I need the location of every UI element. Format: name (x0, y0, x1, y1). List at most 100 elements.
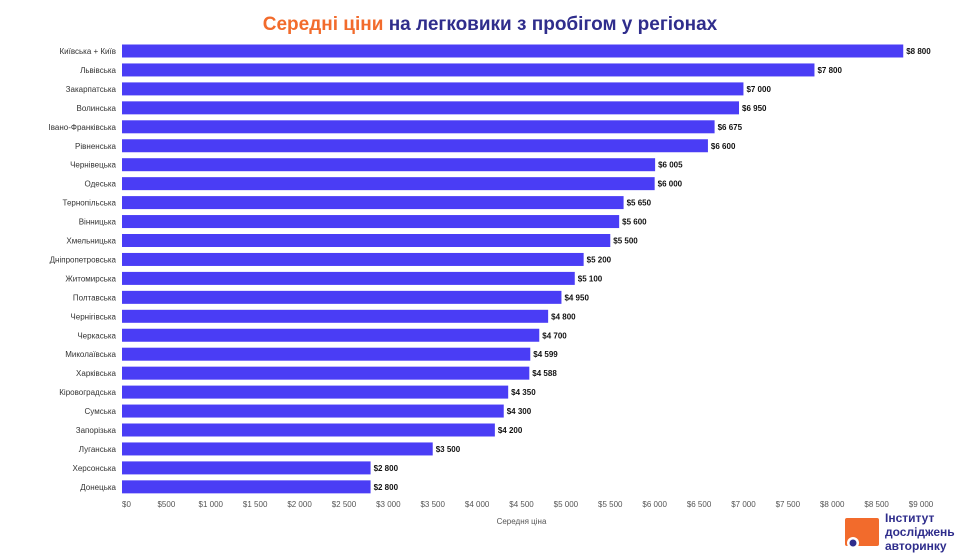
value-label: $6 600 (711, 142, 736, 151)
x-tick-label: $4 500 (509, 500, 534, 509)
category-label: Чернігівська (70, 312, 116, 321)
category-label: Тернопільська (63, 199, 117, 208)
x-tick-label: $3 500 (420, 500, 445, 509)
bar (122, 101, 740, 115)
value-label: $5 200 (587, 255, 612, 264)
x-tick-label: $2 000 (287, 500, 312, 509)
x-axis-ticks: $0 $500 $1 000 $1 500 $2 000 $2 500 $3 000 $3 5… (122, 500, 934, 509)
category-label: Херсонська (73, 464, 117, 473)
x-axis-title: Середня ціна (497, 517, 547, 526)
chart-title-accent: Середні ціни (262, 14, 384, 35)
category-label: Черкаська (77, 331, 116, 340)
x-tick-label: $9 000 (909, 500, 934, 509)
bar (122, 366, 530, 380)
value-label: $6 675 (718, 123, 743, 132)
category-label: Чернівецька (70, 161, 116, 170)
bar (122, 442, 433, 456)
bar (122, 196, 624, 210)
value-label: $5 600 (622, 218, 647, 227)
logo-line-2: досліджень (885, 525, 955, 539)
category-label: Житомирська (65, 274, 116, 283)
category-label: Дніпропетровська (50, 255, 117, 264)
value-label: $4 700 (542, 331, 567, 340)
category-label: Луганська (79, 445, 117, 454)
category-label: Запорізька (76, 426, 117, 435)
value-label: $5 100 (578, 274, 603, 283)
bar (122, 461, 371, 475)
value-label: $4 599 (533, 350, 558, 359)
bar (122, 347, 531, 361)
value-label: $7 000 (746, 85, 771, 94)
x-tick-label: $1 500 (243, 500, 268, 509)
value-label: $4 950 (564, 293, 589, 302)
value-label: $4 588 (532, 369, 557, 378)
value-label: $4 350 (511, 388, 536, 397)
value-label: $2 800 (374, 464, 399, 473)
category-label: Закарпатська (66, 85, 117, 94)
bar (122, 234, 611, 247)
category-label: Миколаївська (65, 350, 116, 359)
x-tick-label: $0 (122, 500, 131, 509)
value-label: $2 800 (374, 483, 399, 492)
category-label: Львівська (80, 66, 116, 75)
x-tick-label: $8 000 (820, 500, 845, 509)
category-label: Харківська (76, 369, 117, 378)
bar (122, 309, 549, 323)
value-label: $7 800 (817, 66, 842, 75)
category-label: Донецька (80, 483, 116, 492)
bar (122, 82, 744, 96)
category-label: Полтавська (73, 293, 117, 302)
value-label: $6 000 (658, 180, 683, 189)
x-tick-label: $2 500 (332, 500, 357, 509)
bar (122, 215, 620, 229)
bar (122, 44, 904, 58)
bars-layer: Київська + Київ $8 800 Львівська $7 800 Зака… (49, 44, 931, 494)
logo-line-1: Інститут (885, 511, 935, 525)
x-tick-label: $7 000 (731, 500, 756, 509)
x-tick-label: $500 (157, 500, 175, 509)
bar (122, 63, 815, 77)
x-tick-label: $5 000 (554, 500, 579, 509)
category-label: Сумська (85, 407, 117, 416)
value-label: $6 950 (742, 104, 767, 113)
value-label: $8 800 (906, 47, 931, 56)
bar (122, 158, 656, 172)
category-label: Рівненська (75, 142, 116, 151)
bar (122, 328, 540, 342)
chart-title-rest: на легковики з пробігом у регіонах (383, 14, 718, 35)
value-label: $3 500 (436, 445, 461, 454)
bar (122, 252, 584, 266)
x-tick-label: $5 500 (598, 500, 623, 509)
x-tick-label: $1 000 (199, 500, 224, 509)
x-tick-label: $6 000 (642, 500, 667, 509)
bar (122, 120, 715, 134)
value-label: $4 800 (551, 312, 576, 321)
x-tick-label: $3 000 (376, 500, 401, 509)
x-tick-label: $6 500 (687, 500, 712, 509)
bar (122, 423, 495, 437)
logo-line-3: авторинку (885, 539, 947, 553)
x-tick-label: $8 500 (864, 500, 889, 509)
category-label: Вінницька (79, 218, 117, 227)
bar (122, 480, 371, 494)
value-label: $5 650 (627, 199, 652, 208)
category-label: Івано-Франківська (49, 123, 117, 132)
category-label: Одеська (85, 180, 117, 189)
logo-text: Інститут досліджень авторинку (885, 511, 977, 553)
category-label: Київська + Київ (59, 47, 116, 56)
value-label: $4 200 (498, 426, 523, 435)
category-label: Волинська (77, 104, 117, 113)
x-tick-label: $4 000 (465, 500, 490, 509)
bar (122, 404, 504, 418)
bar (122, 385, 509, 399)
bar (122, 271, 575, 285)
value-label: $6 005 (658, 161, 683, 170)
category-label: Кіровоградська (59, 388, 116, 397)
logo: Інститут досліджень авторинку (845, 510, 975, 554)
bar (122, 177, 655, 191)
bar (122, 290, 562, 304)
category-label: Хмельницька (66, 237, 116, 246)
x-tick-label: $7 500 (776, 500, 801, 509)
bar (122, 139, 708, 153)
